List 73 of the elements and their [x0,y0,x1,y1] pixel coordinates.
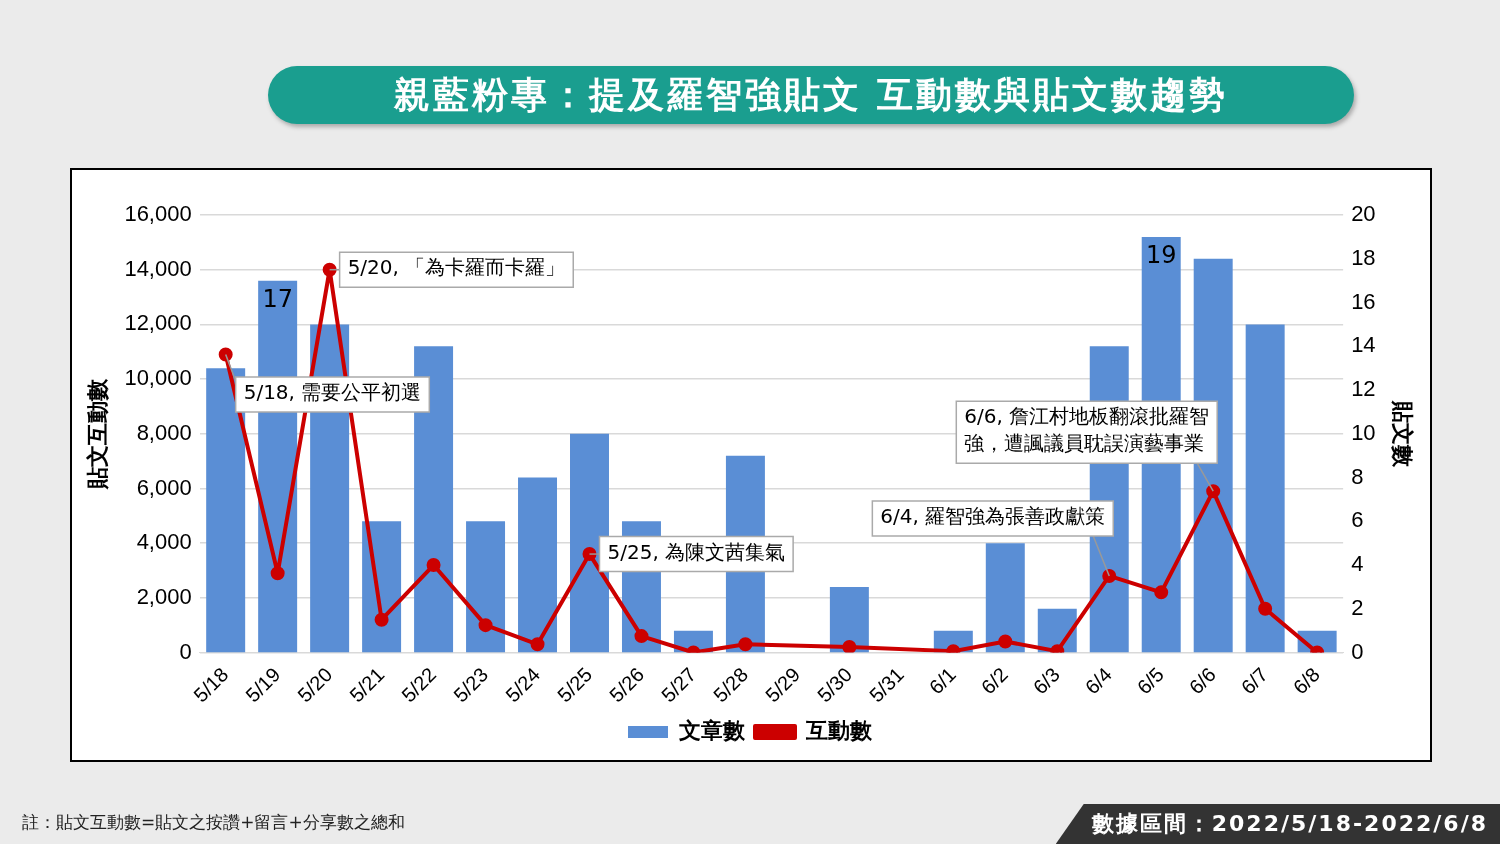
point [998,634,1013,649]
bar [1245,324,1285,653]
x-tick-label: 5/23 [449,663,493,707]
annotation: 5/25, 為陳文茜集氣 [607,539,786,564]
text: 數據區間：2022/5/18-2022/6/8 [1055,804,1500,844]
y-tick-label: 4,000 [136,529,192,555]
x-tick-label: 6/1 [924,663,961,699]
y2-tick-label: 2 [1351,594,1364,620]
point [634,629,649,644]
bar [206,368,246,653]
x-tick-label: 6/7 [1236,663,1272,699]
y-tick-label: 14,000 [124,255,192,281]
y-tick-label: 6,000 [136,474,192,500]
y-axis-title: 貼文互動數 [85,377,111,490]
data-label: 19 [1145,241,1177,270]
x-tick-label: 5/21 [345,663,389,707]
y-tick-label: 8,000 [136,419,192,445]
text: 註：貼文互動數=貼文之按讚+留言+分享數之總和 [22,811,405,834]
y-tick-label: 12,000 [124,310,192,336]
x-tick-label: 6/3 [1028,663,1064,699]
annotation: 5/20, 「為卡羅而卡羅」 [347,255,566,280]
x-tick-label: 5/28 [709,663,753,707]
point [374,612,389,627]
y2-tick-label: 0 [1351,638,1364,664]
y-tick-label: 16,000 [124,201,192,227]
chart-title: 親藍粉專：提及羅智強貼文 互動數與貼文數趨勢 [268,66,1354,124]
y2-axis-title: 貼文數 [1389,399,1415,468]
x-tick-label: 6/2 [976,663,1013,699]
x-tick-label: 6/4 [1080,663,1116,699]
bar [518,477,558,653]
x-tick-label: 5/24 [501,663,545,707]
point [530,637,545,652]
point [218,347,233,362]
point [322,262,337,277]
point [426,558,441,572]
y2-tick-label: 8 [1351,463,1364,489]
y2-tick-label: 6 [1351,507,1364,533]
point [738,637,753,652]
y-tick-label: 2,000 [136,583,192,609]
x-tick-label: 6/6 [1184,663,1220,699]
x-tick-label: 5/18 [189,663,233,707]
x-tick-label: 5/20 [293,663,337,707]
point [1154,585,1169,600]
bar [570,433,609,653]
x-tick-label: 5/19 [241,663,285,707]
x-tick-label: 5/29 [761,663,805,707]
y2-tick-label: 14 [1351,332,1376,358]
x-tick-label: 5/31 [864,663,909,707]
x-tick-label: 5/30 [813,663,857,707]
point [270,566,285,581]
y2-tick-label: 10 [1351,419,1376,445]
y2-tick-label: 4 [1351,551,1364,577]
x-tick-label: 6/8 [1288,663,1324,699]
y2-tick-label: 18 [1351,244,1376,270]
bar [466,521,506,653]
y2-tick-label: 16 [1351,288,1376,314]
point [842,640,857,653]
data-label: 17 [262,284,293,313]
annotation: 5/18, 需要公平初選 [243,380,422,405]
y-tick-label: 10,000 [124,365,192,391]
x-tick-label: 5/26 [605,663,649,707]
y2-tick-label: 20 [1351,201,1376,227]
y2-tick-label: 12 [1351,376,1376,402]
annotation: 6/4, 羅智強為張善政獻策 [880,504,1106,529]
point [478,618,493,633]
bar [985,543,1025,653]
legend-label: 互動數 [805,718,873,744]
x-tick-label: 5/22 [397,663,441,707]
point [1258,601,1273,616]
legend-label: 文章數 [678,718,746,744]
annotation: 6/6, 詹江村地板翻滾批羅智強，遭諷議員耽誤演藝事業 [964,404,1210,456]
x-tick-label: 6/5 [1132,663,1168,699]
y-tick-label: 0 [179,638,192,664]
